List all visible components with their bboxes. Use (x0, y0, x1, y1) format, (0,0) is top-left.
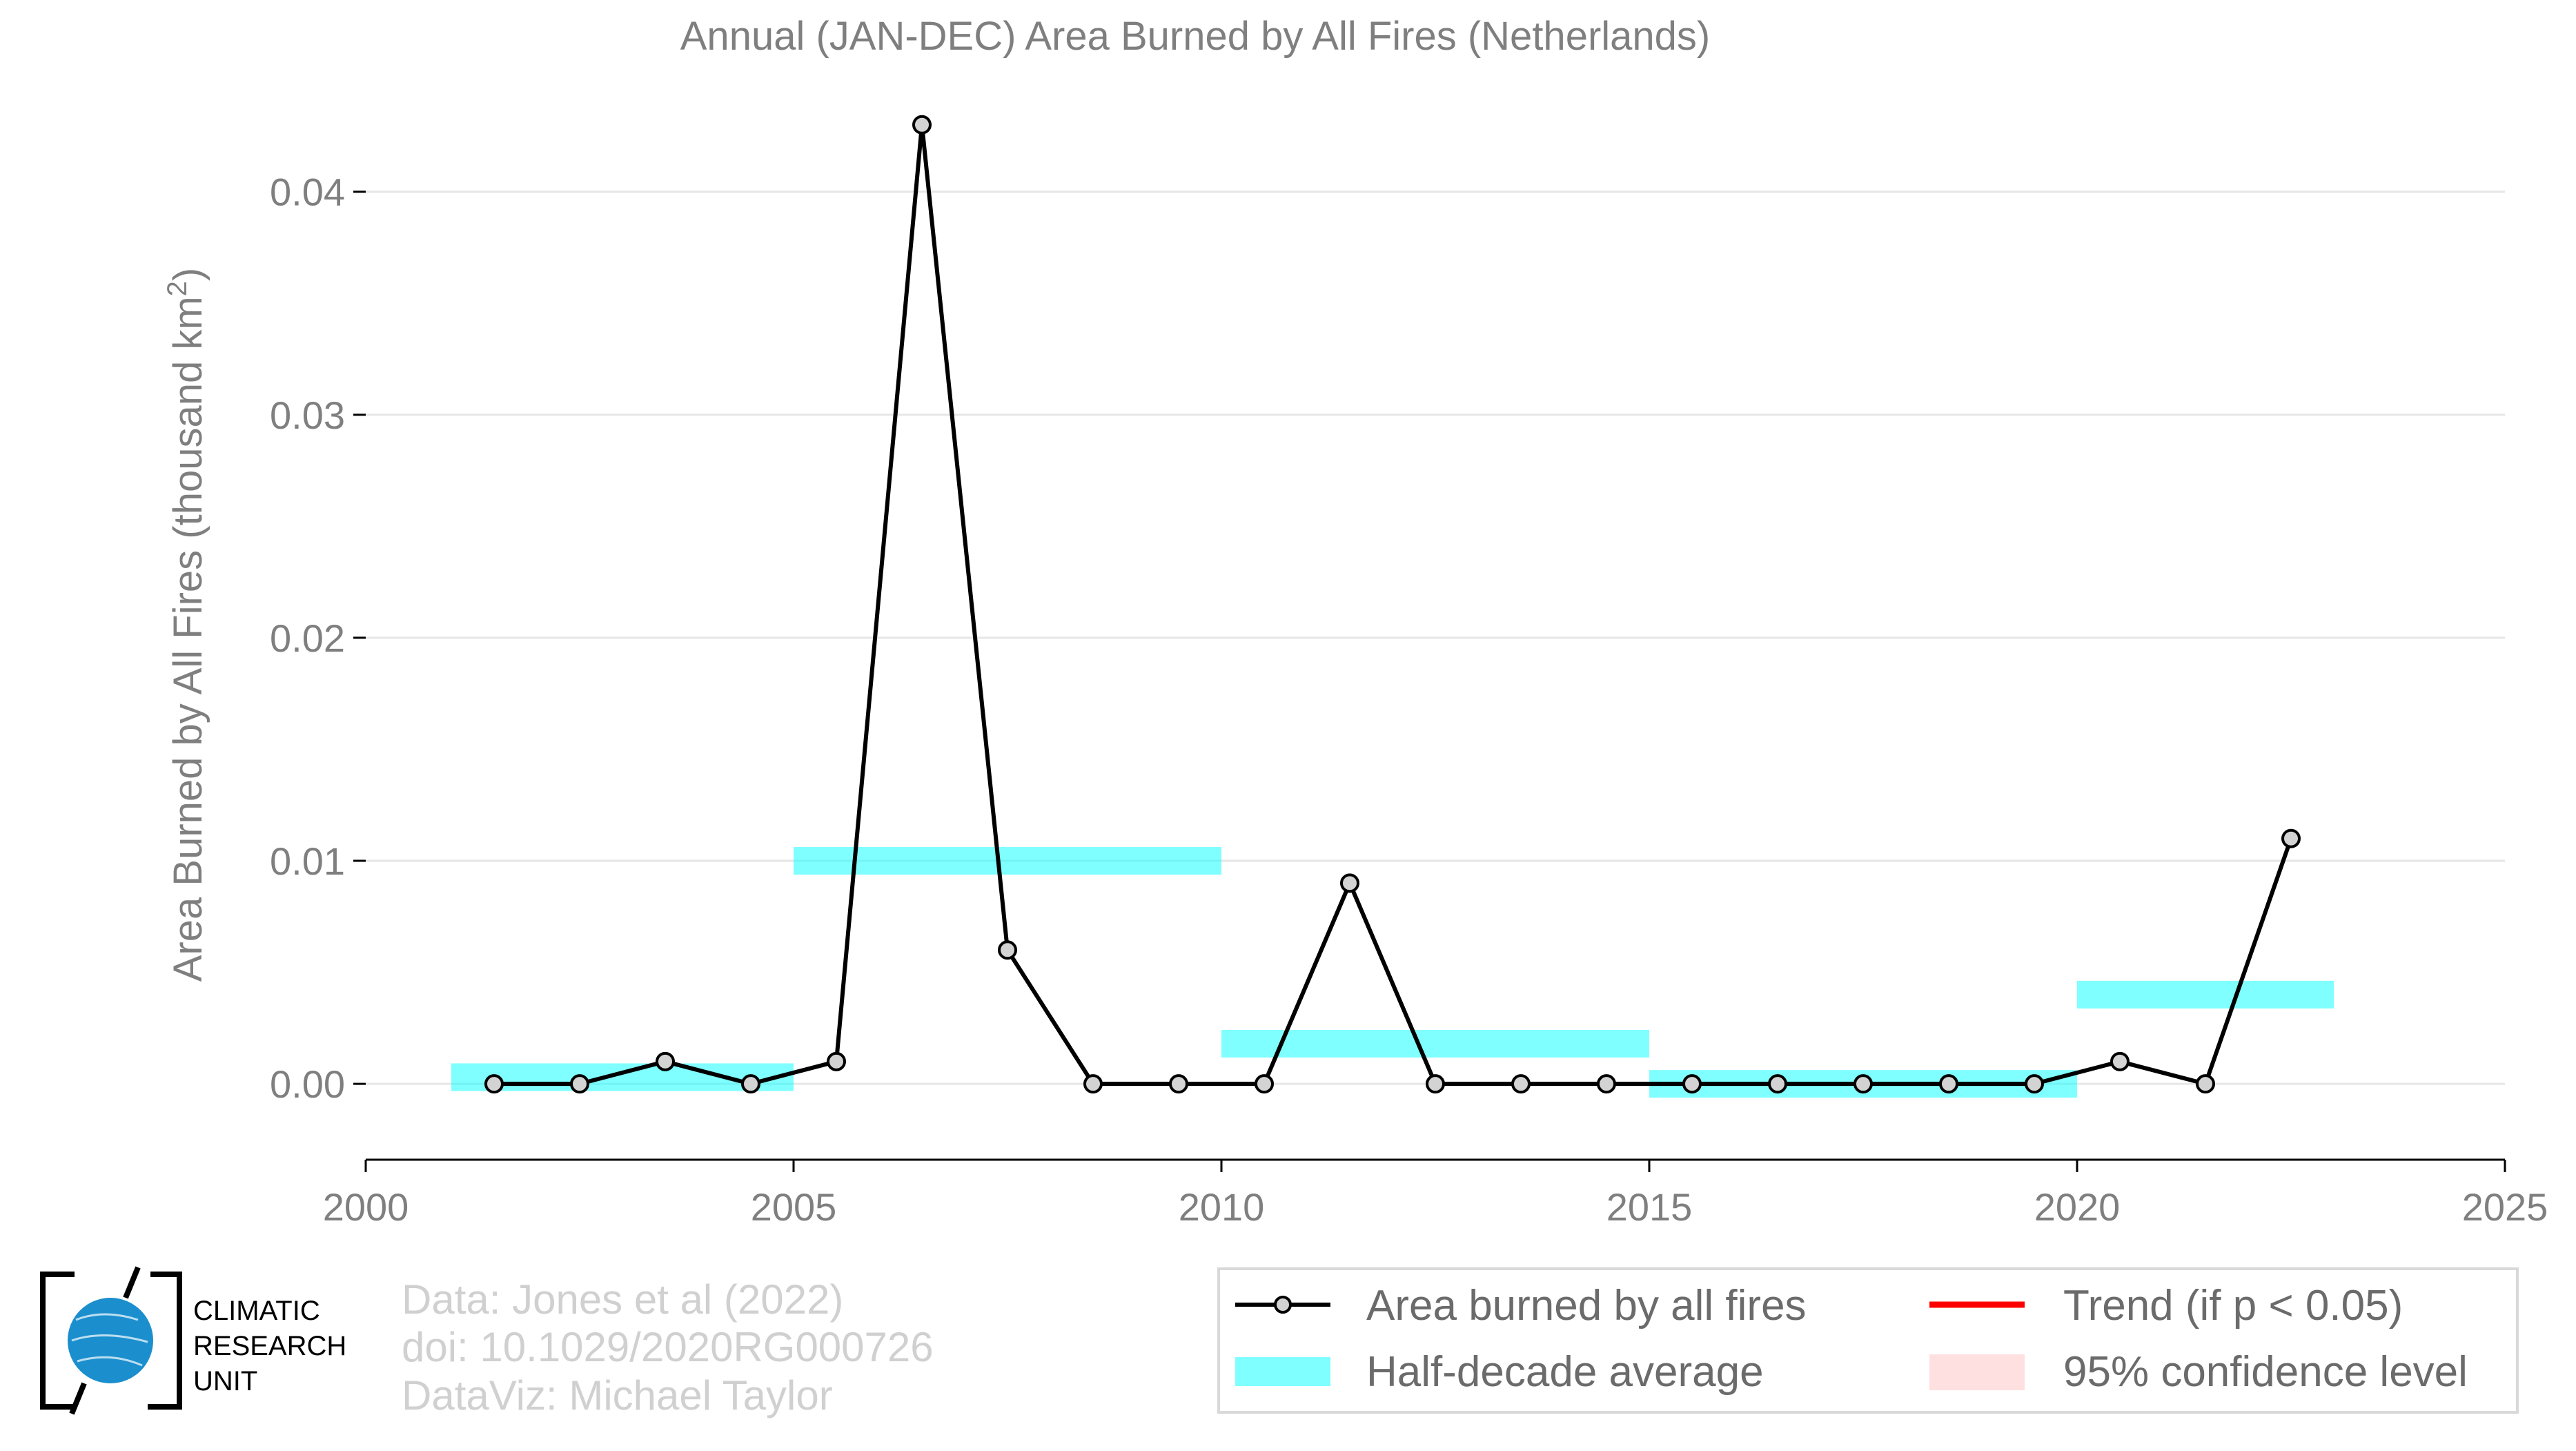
cru-logo: CLIMATIC RESEARCH UNIT (40, 1266, 346, 1415)
data-point (2196, 1074, 2215, 1094)
series-line (494, 122, 2293, 1087)
x-tick-label: 2005 (751, 1185, 837, 1229)
y-axis-title-main: Area Burned by All Fires (thousand km (166, 296, 210, 982)
logo-slash-top (123, 1266, 141, 1299)
data-point (1597, 1074, 1616, 1094)
data-point (2110, 1051, 2130, 1071)
x-tick-label: 2010 (1179, 1185, 1265, 1229)
legend-swatch-average (1235, 1357, 1330, 1386)
y-axis-title-sup: 2 (162, 281, 193, 296)
legend-label-series: Area burned by all fires (1366, 1282, 1807, 1330)
data-point (1083, 1074, 1103, 1094)
globe-swirl (71, 1313, 148, 1367)
data-point (1939, 1074, 1958, 1094)
legend-box (1217, 1267, 2519, 1414)
y-tick-label: 0.01 (270, 839, 345, 883)
y-tick-label: 0.04 (270, 171, 345, 214)
legend-swatch-confidence (1929, 1354, 2025, 1390)
half-decade-average-bar (2077, 980, 2334, 1009)
data-point (1255, 1074, 1274, 1094)
y-tick-label: 0.02 (270, 616, 345, 660)
data-point (1768, 1074, 1787, 1094)
credit-doi: doi: 10.1029/2020RG000726 (402, 1324, 934, 1370)
y-axis-title-end: ) (166, 268, 210, 281)
data-point (1169, 1074, 1188, 1094)
legend-swatch-series-marker (1274, 1296, 1292, 1314)
x-tick-label: 2000 (323, 1185, 409, 1229)
data-point (912, 115, 932, 135)
data-point (484, 1074, 504, 1094)
x-axis-ticks: 2000 2005 2010 2015 2020 2025 (323, 1160, 2548, 1229)
series-points (484, 115, 2301, 1094)
legend-label-average: Half-decade average (1366, 1348, 1764, 1396)
data-point (570, 1074, 589, 1094)
chart-title: Annual (JAN-DEC) Area Burned by All Fire… (680, 14, 1710, 59)
data-point (656, 1051, 675, 1071)
data-point (1511, 1074, 1531, 1094)
legend-label-confidence: 95% confidence level (2063, 1348, 2468, 1396)
logo-slash-bottom (69, 1382, 87, 1415)
half-decade-average-bar (794, 847, 1221, 875)
data-point (827, 1051, 846, 1071)
legend-label-trend: Trend (if p < 0.05) (2063, 1282, 2403, 1330)
logo-text-line2: RESEARCH (193, 1331, 346, 1361)
data-point (741, 1074, 760, 1094)
logo-bracket-left (40, 1272, 75, 1410)
data-point (998, 940, 1017, 960)
gridlines (366, 191, 2505, 1085)
logo-bracket-right (148, 1272, 182, 1410)
data-point (1340, 873, 1359, 893)
data-point (1426, 1074, 1445, 1094)
data-point (1854, 1074, 1873, 1094)
x-tick-label: 2025 (2462, 1185, 2548, 1229)
y-tick-label: 0.00 (270, 1062, 345, 1106)
data-point (1682, 1074, 1702, 1094)
legend: Area burned by all fires Trend (if p < 0… (1217, 1267, 2519, 1414)
y-tick-label: 0.03 (270, 393, 345, 437)
y-axis-ticks: 0.00 0.01 0.02 0.03 0.04 (270, 171, 366, 1106)
half-decade-bars (451, 847, 2334, 1098)
half-decade-average-bar (1221, 1029, 1649, 1058)
logo-text-line1: CLIMATIC (193, 1296, 320, 1326)
data-point (2025, 1074, 2044, 1094)
credit-dataviz: DataViz: Michael Taylor (402, 1372, 833, 1419)
y-axis-title: Area Burned by All Fires (thousand km2) (162, 268, 210, 982)
credit-data: Data: Jones et al (2022) (402, 1276, 843, 1323)
x-tick-label: 2015 (1606, 1185, 1693, 1229)
half-decade-average-bar (451, 1063, 794, 1091)
logo-text-line3: UNIT (193, 1366, 257, 1396)
x-tick-label: 2020 (2034, 1185, 2121, 1229)
data-point (2281, 828, 2301, 848)
